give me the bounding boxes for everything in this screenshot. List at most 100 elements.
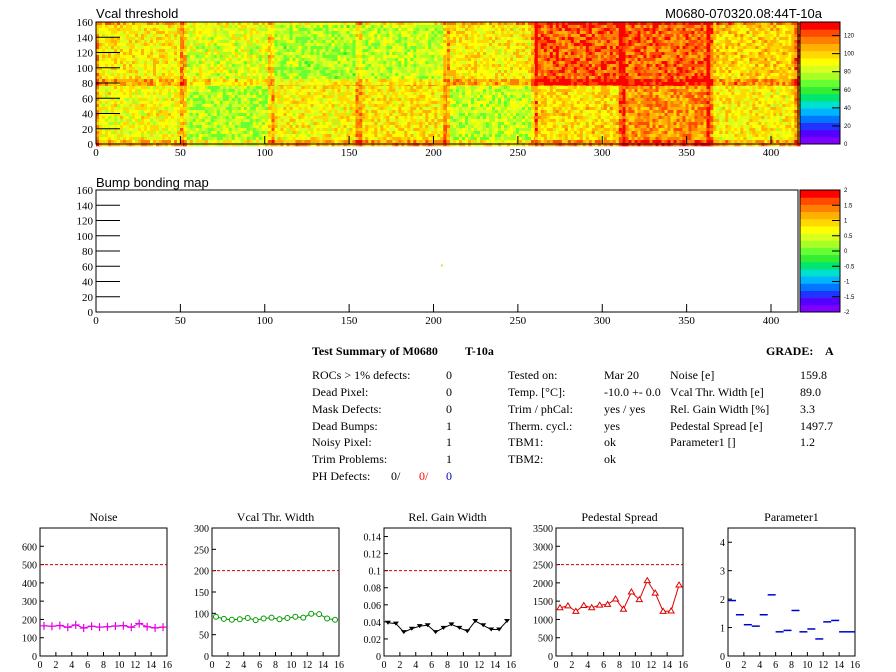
heatmap-pixel [222, 104, 227, 108]
heatmap-pixel [582, 131, 587, 135]
heatmap-pixel [189, 92, 194, 96]
heatmap-pixel [788, 101, 792, 105]
heatmap-pixel [555, 86, 560, 90]
heatmap-pixel [637, 143, 641, 147]
heatmap-pixel [483, 128, 487, 132]
heatmap-pixel [618, 107, 623, 111]
heatmap-pixel [213, 113, 218, 117]
heatmap-pixel [673, 107, 677, 111]
heatmap-pixel [240, 128, 245, 132]
heatmap-pixel [465, 143, 469, 147]
heatmap-pixel [120, 107, 124, 111]
heatmap-pixel [231, 116, 236, 120]
heatmap-pixel [117, 137, 121, 141]
heatmap-pixel [740, 98, 744, 102]
heatmap-pixel [710, 110, 714, 114]
heatmap-pixel [794, 110, 798, 114]
heatmap-pixel [582, 140, 587, 144]
heatmap-pixel [271, 122, 275, 126]
heatmap-pixel [682, 86, 686, 90]
heatmap-pixel [643, 95, 647, 99]
heatmap-pixel [222, 92, 227, 96]
heatmap-pixel [437, 137, 441, 141]
heatmap-pixel [573, 137, 578, 141]
heatmap-pixel [758, 101, 762, 105]
heatmap-pixel [673, 128, 677, 132]
heatmap-pixel [740, 104, 744, 108]
heatmap-pixel [162, 104, 166, 108]
heatmap-pixel [392, 143, 396, 147]
heatmap-pixel [567, 134, 572, 138]
heatmap-pixel [764, 116, 768, 120]
heatmap-pixel [576, 119, 581, 123]
heatmap-pixel [392, 101, 396, 105]
heatmap-pixel [328, 143, 332, 147]
heatmap-pixel [486, 98, 490, 102]
heatmap-pixel [688, 89, 692, 93]
heatmap-pixel [728, 113, 732, 117]
heatmap-pixel [123, 137, 127, 141]
heatmap-pixel [546, 101, 551, 105]
heatmap-pixel [316, 119, 320, 123]
heatmap-pixel [395, 143, 399, 147]
heatmap-pixel [228, 95, 233, 99]
heatmap-pixel [688, 95, 692, 99]
heatmap-pixel [431, 92, 435, 96]
heatmap-pixel [450, 95, 454, 99]
heatmap-pixel [713, 134, 717, 138]
heatmap-pixel [606, 89, 611, 93]
heatmap-pixel [758, 119, 762, 123]
heatmap-pixel [228, 98, 233, 102]
heatmap-pixel [237, 143, 242, 147]
heatmap-pixel [334, 89, 338, 93]
heatmap-pixel [204, 110, 209, 114]
heatmap-pixel [392, 122, 396, 126]
heatmap-pixel [286, 92, 290, 96]
heatmap-pixel [546, 122, 551, 126]
heatmap-pixel [643, 140, 647, 144]
heatmap-pixel [271, 107, 275, 111]
heatmap-pixel [631, 119, 635, 123]
heatmap-pixel [507, 119, 511, 123]
heatmap-pixel [591, 143, 596, 147]
heatmap-pixel [459, 134, 463, 138]
heatmap-pixel [301, 89, 305, 93]
heatmap-pixel [456, 137, 460, 141]
heatmap-pixel [425, 107, 429, 111]
heatmap-pixel [156, 119, 160, 123]
heatmap-pixel [706, 119, 710, 123]
heatmap-pixel [428, 134, 432, 138]
heatmap-pixel [289, 143, 293, 147]
heatmap-pixel [102, 116, 106, 120]
heatmap-pixel [697, 122, 701, 126]
heatmap-pixel [213, 92, 218, 96]
heatmap-pixel [561, 131, 566, 135]
heatmap-pixel [555, 140, 560, 144]
heatmap-pixel [480, 101, 484, 105]
heatmap-pixel [667, 89, 671, 93]
heatmap-pixel [186, 98, 191, 102]
heatmap-pixel [304, 98, 308, 102]
heatmap-pixel [722, 137, 726, 141]
heatmap-pixel [156, 104, 160, 108]
heatmap-pixel [540, 110, 545, 114]
heatmap-pixel [591, 101, 596, 105]
heatmap-pixel [612, 140, 617, 144]
heatmap-pixel [168, 137, 172, 141]
heatmap-pixel [564, 143, 569, 147]
heatmap-pixel [313, 122, 317, 126]
heatmap-pixel [419, 104, 423, 108]
heatmap-pixel [316, 92, 320, 96]
heatmap-pixel [349, 119, 353, 123]
heatmap-pixel [431, 137, 435, 141]
heatmap-pixel [162, 116, 166, 120]
heatmap-pixel [649, 104, 653, 108]
heatmap-pixel [670, 104, 674, 108]
heatmap-pixel [615, 113, 620, 117]
heatmap-pixel [368, 131, 372, 135]
heatmap-pixel [434, 128, 438, 132]
heatmap-pixel [304, 95, 308, 99]
heatmap-pixel [725, 140, 729, 144]
heatmap-pixel [395, 104, 399, 108]
heatmap-pixel [625, 92, 629, 96]
